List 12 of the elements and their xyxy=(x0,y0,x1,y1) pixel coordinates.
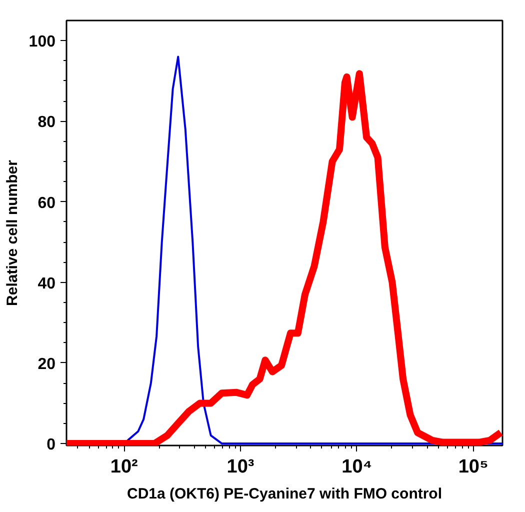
x-tick-label: 10² xyxy=(110,456,138,478)
x-tick-label: 10⁵ xyxy=(458,456,488,478)
y-tick-label: 80 xyxy=(38,114,56,132)
x-tick-label: 10³ xyxy=(226,456,254,478)
y-tick-label: 60 xyxy=(38,194,56,212)
x-axis-title: CD1a (OKT6) PE-Cyanine7 with FMO control xyxy=(126,486,442,502)
x-tick-label: 10⁴ xyxy=(342,456,372,478)
y-tick-label: 0 xyxy=(46,436,56,454)
y-tick-label: 40 xyxy=(38,275,56,292)
y-axis-title: Relative cell number xyxy=(4,160,21,306)
y-tick-label: 20 xyxy=(38,356,56,373)
y-tick-label: 100 xyxy=(28,34,56,51)
